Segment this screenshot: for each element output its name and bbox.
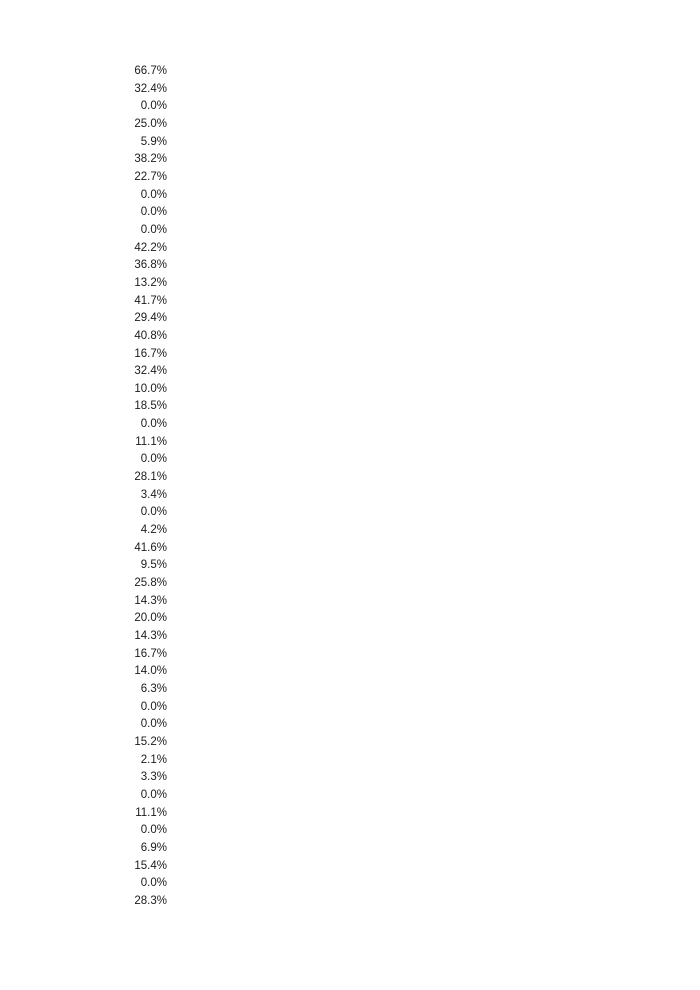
percentage-value: 28.3% xyxy=(134,894,167,907)
percentage-value: 11.1% xyxy=(135,435,167,448)
percentage-value: 0.0% xyxy=(140,788,167,801)
percentage-value: 0.0% xyxy=(140,700,167,713)
percentage-value: 5.9% xyxy=(140,135,167,148)
percentage-value: 9.5% xyxy=(140,559,167,572)
percentage-value: 16.7% xyxy=(134,347,167,360)
percentage-value: 4.2% xyxy=(140,524,167,537)
percentage-value: 0.0% xyxy=(140,418,167,431)
percentage-value: 11.1% xyxy=(135,806,167,819)
percentage-value: 14.3% xyxy=(134,594,167,607)
percentage-value: 0.0% xyxy=(140,877,167,890)
percentage-value: 0.0% xyxy=(140,506,167,519)
percentage-value: 20.0% xyxy=(134,612,167,625)
percentage-value: 40.8% xyxy=(134,329,167,342)
percentage-value: 0.0% xyxy=(140,188,167,201)
percentage-value: 66.7% xyxy=(134,65,167,77)
percentage-value: 2.1% xyxy=(140,753,167,766)
percentage-column: 66.7% 32.4% 0.0% 25.0% 5.9% 38.2% 22.7% 0.0% 0.0… xyxy=(0,63,167,911)
percentage-value: 0.0% xyxy=(140,453,167,466)
percentage-value: 14.3% xyxy=(134,630,167,642)
percentage-value: 36.8% xyxy=(134,259,167,272)
percentage-value: 3.3% xyxy=(140,771,167,784)
percentage-value: 22.7% xyxy=(134,170,167,183)
percentage-value: 3.4% xyxy=(140,488,167,501)
percentage-value: 13.2% xyxy=(134,276,167,289)
percentage-value: 42.2% xyxy=(134,241,167,254)
percentage-value: 10.0% xyxy=(134,382,167,395)
percentage-value: 0.0% xyxy=(140,718,167,731)
percentage-value: 41.6% xyxy=(134,541,167,554)
percentage-value: 25.0% xyxy=(134,117,167,130)
percentage-value: 0.0% xyxy=(140,824,167,837)
percentage-value: 41.7% xyxy=(134,294,167,307)
percentage-value: 15.4% xyxy=(134,859,167,872)
percentage-value: 25.8% xyxy=(134,577,167,590)
percentage-value: 16.7% xyxy=(134,647,167,660)
percentage-value: 0.0% xyxy=(140,223,167,236)
percentage-value: 6.3% xyxy=(140,682,167,695)
percentage-value: 32.4% xyxy=(134,365,167,378)
percentage-value: 29.4% xyxy=(134,312,167,325)
percentage-value: 18.5% xyxy=(134,400,167,413)
percentage-value: 38.2% xyxy=(134,153,167,166)
percentage-value: 32.4% xyxy=(134,82,167,95)
percentage-value: 14.0% xyxy=(134,665,167,678)
percentage-value: 6.9% xyxy=(140,841,167,854)
percentage-value: 0.0% xyxy=(140,100,167,113)
percentage-value: 15.2% xyxy=(134,735,167,748)
percentage-value: 0.0% xyxy=(140,206,167,219)
percentage-value: 28.1% xyxy=(134,471,167,484)
